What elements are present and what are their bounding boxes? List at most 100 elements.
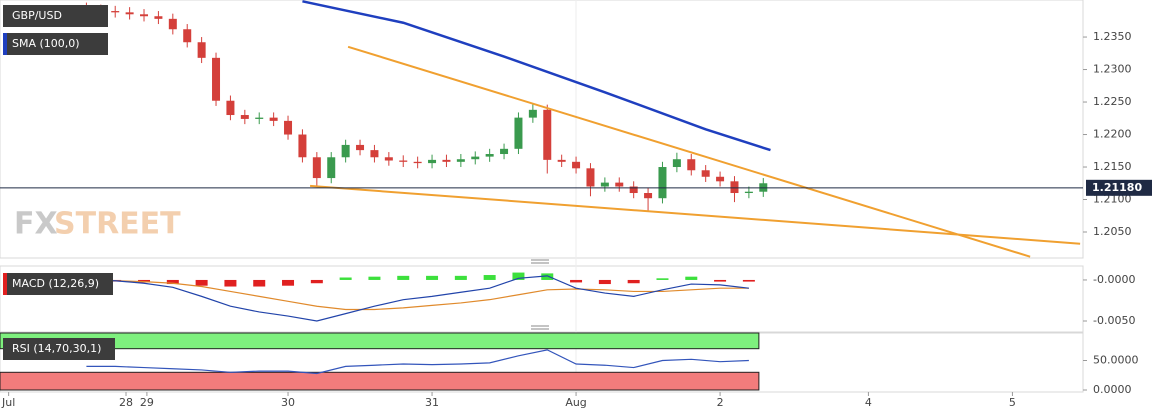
candle-body: [183, 29, 192, 43]
candle-body: [687, 159, 696, 171]
macd-histogram-bar: [282, 279, 295, 286]
legend-label: RSI (14,70,30,1): [12, 342, 101, 355]
y-tick-label: -0.0000: [1093, 273, 1135, 286]
x-tick-label: 4: [865, 396, 872, 409]
y-tick-label: 1.2150: [1093, 160, 1132, 173]
trendline: [309, 184, 1081, 245]
candle-body: [399, 160, 408, 162]
candle-body: [514, 117, 523, 149]
price-panel: [0, 0, 1084, 259]
macd-histogram-bar: [195, 279, 208, 286]
legend-label: MACD (12,26,9): [12, 277, 99, 290]
macd-histogram-bar: [541, 273, 554, 280]
candle-body: [226, 100, 235, 116]
y-tick-label: 0.0000: [1093, 383, 1132, 396]
candle-body: [730, 181, 739, 194]
candle-body: [456, 159, 465, 162]
macd-histogram-bar: [685, 276, 698, 280]
macd-line: [86, 275, 749, 322]
legend-box: [3, 33, 108, 55]
y-tick-label: 1.2300: [1093, 63, 1132, 76]
legend-box: [3, 338, 115, 360]
candle-body: [572, 161, 581, 169]
x-tick-label: Jul: [1, 396, 15, 409]
candle-body: [212, 57, 221, 101]
candle-body: [154, 16, 163, 19]
macd-histogram-bar: [454, 275, 467, 280]
candle-body: [442, 159, 451, 162]
candle-body: [744, 191, 753, 194]
candle-body: [111, 11, 120, 13]
candle-body: [658, 167, 667, 199]
macd-histogram-bar: [426, 275, 439, 280]
candle-body: [298, 134, 307, 158]
candle-body: [586, 168, 595, 187]
candle-body: [284, 120, 293, 135]
candle-body: [356, 144, 365, 151]
macd-histogram-bar: [166, 279, 179, 285]
macd-histogram-bar: [656, 278, 669, 280]
y-tick-label: -0.0050: [1093, 314, 1135, 327]
watermark: STREET: [54, 207, 181, 242]
y-tick-label: 50.0000: [1093, 353, 1139, 366]
legend-box: [3, 5, 108, 27]
rsi-band: [0, 332, 760, 350]
candle-body: [543, 109, 552, 160]
last-price-box: [1086, 179, 1152, 196]
trendline: [347, 45, 1031, 258]
legend-label: GBP/USD: [12, 9, 62, 22]
rsi-line: [86, 349, 749, 375]
y-tick-label: 1.2200: [1093, 128, 1132, 141]
legend-label: SMA (100,0): [12, 37, 80, 50]
macd-histogram-bar: [627, 279, 640, 284]
candle-body: [384, 157, 393, 161]
x-tick-label: Aug: [565, 396, 586, 409]
candle-body: [312, 157, 321, 179]
sma-line: [302, 0, 771, 152]
candle-body: [255, 117, 264, 119]
legend-stripe: [3, 273, 7, 295]
candle-body: [485, 154, 494, 157]
macd-histogram-bar: [742, 279, 755, 282]
signal-line: [86, 280, 749, 311]
macd-histogram-bar: [512, 272, 525, 280]
candle-body: [341, 144, 350, 158]
macd-histogram-bar: [253, 279, 266, 287]
x-tick-label: 28: [119, 396, 133, 409]
candle-body: [629, 186, 638, 194]
legend-stripe: [3, 33, 7, 55]
x-tick-label: 29: [140, 396, 154, 409]
candle-body: [672, 159, 681, 168]
panel-handle: [531, 259, 549, 330]
candle-body: [168, 18, 177, 30]
candle-body: [644, 193, 653, 199]
macd-histogram-bar: [224, 279, 237, 287]
candle-body: [716, 176, 725, 182]
candle-body: [500, 148, 509, 155]
y-tick-label: 1.2250: [1093, 95, 1132, 108]
candle-body: [557, 159, 566, 162]
candle-body: [140, 14, 149, 17]
candle-body: [471, 156, 480, 160]
x-tick-label: 2: [717, 396, 724, 409]
candle-body: [269, 117, 278, 121]
macd-histogram-bar: [397, 275, 410, 280]
rsi-band: [0, 371, 760, 391]
macd-histogram-bar: [368, 276, 381, 280]
candle-body: [615, 182, 624, 187]
macd-histogram-bar: [310, 279, 323, 284]
watermark: FX: [14, 207, 58, 242]
y-tick-label: 1.2050: [1093, 225, 1132, 238]
macd-histogram-bar: [598, 279, 611, 285]
x-tick-label: 5: [1009, 396, 1016, 409]
x-tick-label: 31: [425, 396, 439, 409]
candle-body: [240, 115, 249, 119]
candle-body: [327, 157, 336, 179]
macd-histogram-bar: [339, 277, 352, 280]
macd-histogram-bar: [714, 279, 727, 282]
x-tick-label: 30: [281, 396, 295, 409]
candle-body: [600, 182, 609, 187]
candle-body: [125, 12, 134, 15]
